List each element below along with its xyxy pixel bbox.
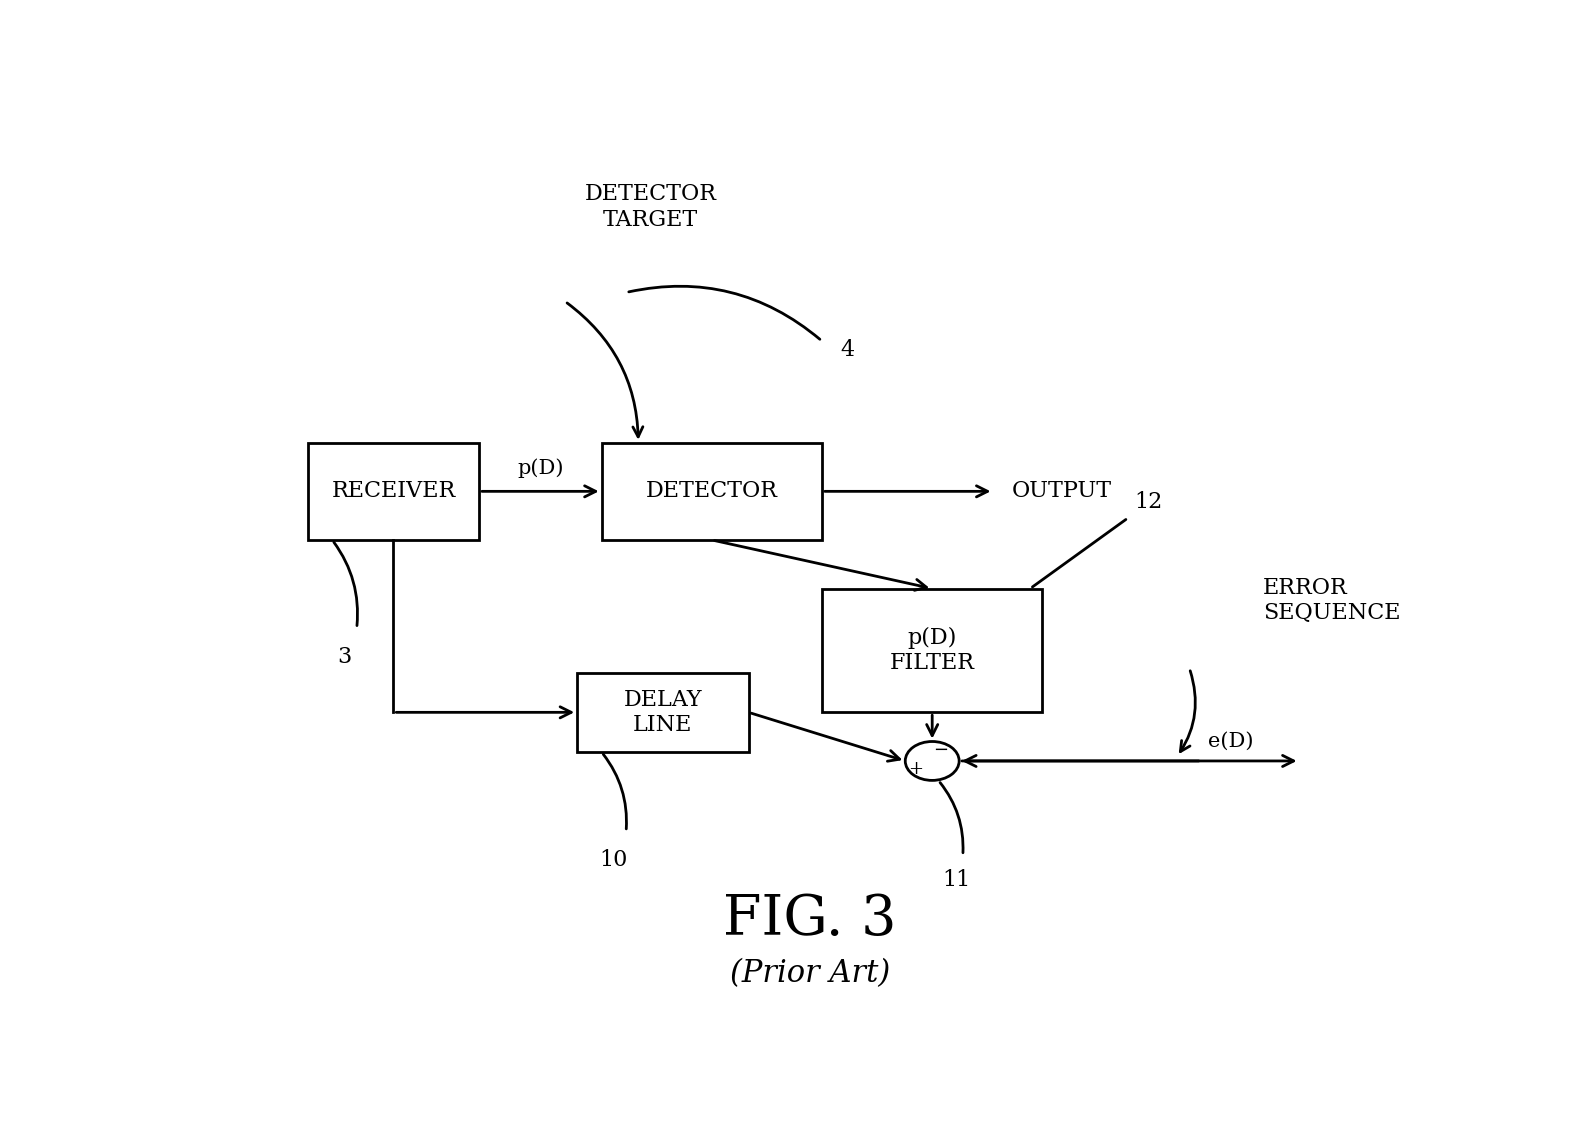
Text: e(D): e(D) xyxy=(1207,731,1253,751)
Text: +: + xyxy=(908,760,924,777)
Text: DETECTOR
TARGET: DETECTOR TARGET xyxy=(585,184,717,231)
Text: p(D): p(D) xyxy=(517,458,564,478)
Text: DELAY
LINE: DELAY LINE xyxy=(624,689,702,736)
Text: p(D)
FILTER: p(D) FILTER xyxy=(890,627,975,674)
Text: ERROR
SEQUENCE: ERROR SEQUENCE xyxy=(1262,576,1400,625)
Text: 11: 11 xyxy=(943,869,970,891)
Text: DETECTOR: DETECTOR xyxy=(646,480,777,503)
Text: 12: 12 xyxy=(1134,491,1163,513)
Bar xyxy=(602,443,822,540)
Text: FIG. 3: FIG. 3 xyxy=(724,893,896,947)
Text: RECEIVER: RECEIVER xyxy=(332,480,455,503)
Text: 3: 3 xyxy=(337,646,352,668)
Text: 10: 10 xyxy=(600,850,627,871)
Bar xyxy=(822,589,1043,712)
Text: OUTPUT: OUTPUT xyxy=(1011,480,1112,503)
Text: 4: 4 xyxy=(841,339,855,360)
Text: −: − xyxy=(932,742,948,759)
Bar xyxy=(577,673,749,752)
Bar xyxy=(308,443,479,540)
Text: (Prior Art): (Prior Art) xyxy=(730,957,890,988)
